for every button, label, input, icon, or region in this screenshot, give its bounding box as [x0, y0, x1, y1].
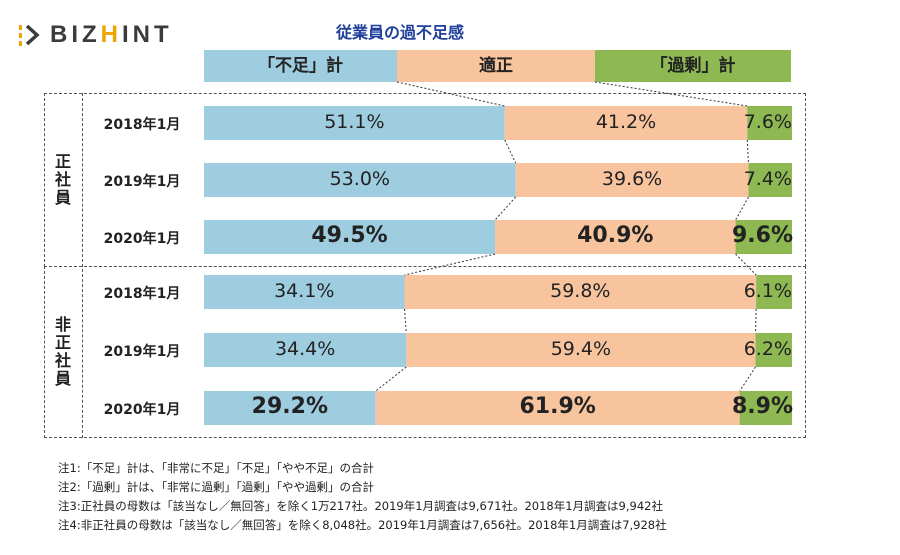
bar-segment-shortage	[204, 333, 407, 367]
bar-segment-appropriate	[495, 220, 736, 254]
legend-item-shortage: 「不足」計	[204, 50, 397, 82]
bar-segment-excess	[748, 163, 792, 197]
legend-item-excess: 「過剰」計	[595, 50, 791, 82]
row-label: 2018年1月	[103, 286, 181, 302]
data-label-shortage: 51.1%	[324, 111, 385, 133]
bar-segment-shortage	[204, 275, 405, 309]
row-label: 2019年1月	[103, 174, 181, 190]
data-label-shortage: 34.4%	[274, 338, 336, 360]
connector-line	[755, 308, 757, 334]
data-label-shortage: 53.0%	[329, 168, 390, 190]
legend-item-appropriate: 適正	[397, 50, 595, 82]
bar-segment-appropriate	[375, 391, 740, 425]
note-3: 注3:正社員の母数は「該当なし／無回答」を除く1万217社。2019年1月調査は…	[58, 499, 663, 513]
connector-line	[375, 366, 407, 392]
bar-segment-shortage	[204, 106, 505, 140]
group-box-nonregular	[44, 266, 806, 438]
bar-segment-appropriate	[406, 333, 756, 367]
bar-segment-shortage	[204, 391, 376, 425]
data-label-appropriate: 39.6%	[601, 168, 663, 190]
data-label-shortage: 34.1%	[274, 280, 335, 302]
bar-segment-appropriate	[404, 275, 757, 309]
chart-title: 従業員の過不足感	[335, 23, 464, 42]
bar-segment-excess	[755, 333, 792, 367]
bizhint-logo[interactable]: BIZHINT	[18, 20, 173, 50]
group-label: 正社員	[54, 151, 71, 207]
chart-notes: 注1:「不足」計は、「非常に不足」「不足」「やや不足」の合計 注2:「過剰」計は…	[58, 459, 667, 535]
connector-line	[494, 196, 517, 221]
data-label-excess: 8.9%	[732, 394, 794, 419]
group-divider	[82, 93, 83, 438]
logo-text: BIZHINT	[50, 21, 173, 48]
bar-segment-excess	[747, 106, 792, 140]
connector-line	[735, 196, 749, 221]
data-label-appropriate: 61.9%	[519, 394, 596, 419]
connector-line	[404, 253, 496, 276]
connector-line	[739, 366, 756, 392]
data-label-excess: 7.4%	[743, 168, 792, 190]
bar-segment-shortage	[204, 163, 516, 197]
note-4: 注4:非正社員の母数は「該当なし／無回答」を除く8,048社。2019年1月調査…	[58, 518, 667, 532]
data-label-shortage: 49.5%	[311, 223, 388, 248]
row-label: 2020年1月	[103, 231, 181, 247]
bar-segment-shortage	[204, 220, 496, 254]
bar-segment-excess	[739, 391, 792, 425]
row-label: 2019年1月	[103, 344, 181, 360]
data-label-appropriate: 59.4%	[550, 338, 612, 360]
bar-segment-appropriate	[504, 106, 748, 140]
connector-line	[735, 253, 757, 276]
connector-line	[746, 139, 749, 164]
note-2: 注2:「過剰」計は、「非常に過剰」「過剰」「やや過剰」の合計	[58, 480, 374, 494]
bar-segment-excess	[735, 220, 792, 254]
connector-line	[594, 81, 748, 107]
bar-segment-appropriate	[515, 163, 749, 197]
group-label: 非正社員	[54, 315, 71, 388]
connector-line	[396, 81, 505, 107]
data-label-appropriate: 59.8%	[550, 280, 611, 302]
connector-line	[504, 139, 517, 164]
logo-arrow-icon	[19, 24, 40, 46]
row-label: 2020年1月	[103, 402, 181, 418]
chart-legend: 「不足」計 適正 「過剰」計	[204, 50, 791, 82]
data-label-shortage: 29.2%	[251, 394, 328, 419]
data-label-excess: 9.6%	[732, 223, 794, 248]
data-label-appropriate: 40.9%	[577, 223, 654, 248]
row-label: 2018年1月	[103, 117, 181, 133]
connector-line	[404, 308, 407, 334]
data-label-excess: 7.6%	[743, 111, 792, 133]
data-label-appropriate: 41.2%	[595, 111, 657, 133]
data-label-excess: 6.1%	[743, 280, 792, 302]
note-1: 注1:「不足」計は、「非常に不足」「不足」「やや不足」の合計	[58, 461, 374, 475]
bar-segment-excess	[756, 275, 792, 309]
data-label-excess: 6.2%	[743, 338, 792, 360]
